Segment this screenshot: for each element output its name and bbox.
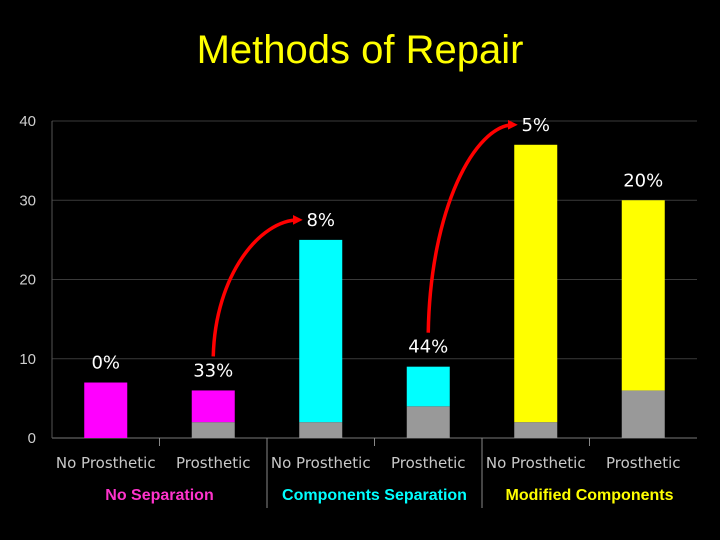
x-tick-label: Prosthetic xyxy=(391,454,466,472)
bar-percent-label: 0% xyxy=(91,353,120,374)
chart-title: Methods of Repair xyxy=(196,28,524,72)
x-tick-label: Prosthetic xyxy=(176,454,251,472)
y-tick-label: 10 xyxy=(19,351,36,368)
bar-segment-4-0 xyxy=(514,422,558,438)
group-label: Components Separation xyxy=(282,487,467,504)
group-label: No Separation xyxy=(105,487,213,504)
y-tick-label: 0 xyxy=(28,430,36,447)
x-tick-label: No Prosthetic xyxy=(56,454,156,472)
x-tick-label: No Prosthetic xyxy=(486,454,586,472)
y-tick-label: 30 xyxy=(19,192,36,209)
group-label: Modified Components xyxy=(506,487,674,504)
y-tick-label: 40 xyxy=(19,113,36,130)
bar-percent-label: 33% xyxy=(193,360,233,381)
x-tick-label: No Prosthetic xyxy=(271,454,371,472)
bar-segment-4-1 xyxy=(514,144,558,423)
bar-percent-label: 20% xyxy=(623,170,663,191)
y-tick-label: 20 xyxy=(19,272,36,289)
bar-segment-1-1 xyxy=(191,390,235,423)
trend-arrow xyxy=(211,214,303,357)
bar-segment-2-0 xyxy=(299,422,343,438)
bar-segment-0-1 xyxy=(84,382,128,438)
bar-percent-label: 8% xyxy=(306,210,335,231)
x-tick-label: Prosthetic xyxy=(606,454,681,472)
bar-segment-3-0 xyxy=(406,406,450,438)
bar-percent-label: 44% xyxy=(408,337,448,358)
bar-segment-5-0 xyxy=(621,390,665,438)
bar-segment-5-1 xyxy=(621,200,665,391)
bar-segment-2-1 xyxy=(299,239,343,423)
bar-percent-label: 5% xyxy=(521,115,550,136)
trend-arrow xyxy=(426,119,518,333)
bar-segment-3-1 xyxy=(406,366,450,407)
bar-segment-1-0 xyxy=(191,422,235,438)
